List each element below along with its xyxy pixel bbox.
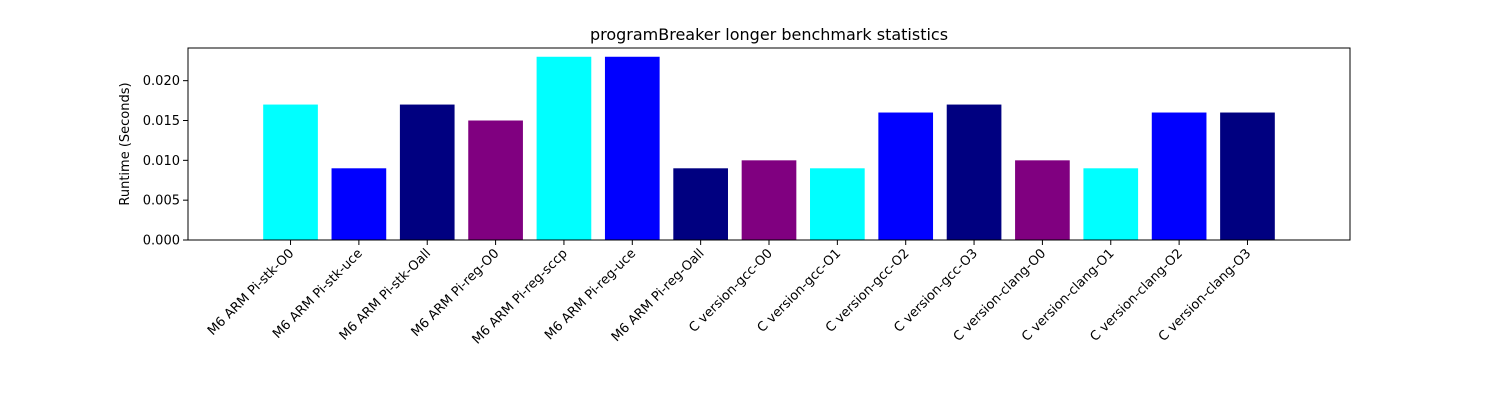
bar-13 (1151, 112, 1207, 240)
bar-3 (468, 120, 523, 240)
bar-1 (331, 168, 387, 240)
bars-group (263, 56, 1275, 241)
bar-12 (1083, 168, 1139, 240)
chart-title: programBreaker longer benchmark statisti… (590, 25, 948, 44)
bar-10 (946, 104, 1002, 240)
y-tick-label: 0.015 (143, 114, 180, 129)
y-axis-label: Runtime (Seconds) (118, 82, 133, 205)
y-tick-label: 0.010 (143, 154, 180, 169)
bar-4 (536, 56, 592, 241)
bar-8 (810, 168, 865, 240)
bar-5 (604, 56, 660, 241)
plot-frame (187, 47, 1351, 241)
bar-6 (673, 168, 728, 240)
y-tick-label: 0.005 (143, 194, 180, 209)
y-tick-label: 0.020 (143, 74, 180, 89)
bar-7 (741, 160, 797, 240)
y-tick-label: 0.000 (143, 234, 180, 249)
bar-9 (878, 112, 934, 240)
bar-14 (1220, 112, 1275, 240)
bar-2 (399, 104, 455, 240)
y-axis: 0.000 0.005 0.010 0.015 0.020 (143, 74, 188, 249)
bar-0 (263, 104, 318, 240)
bar-11 (1015, 160, 1070, 240)
